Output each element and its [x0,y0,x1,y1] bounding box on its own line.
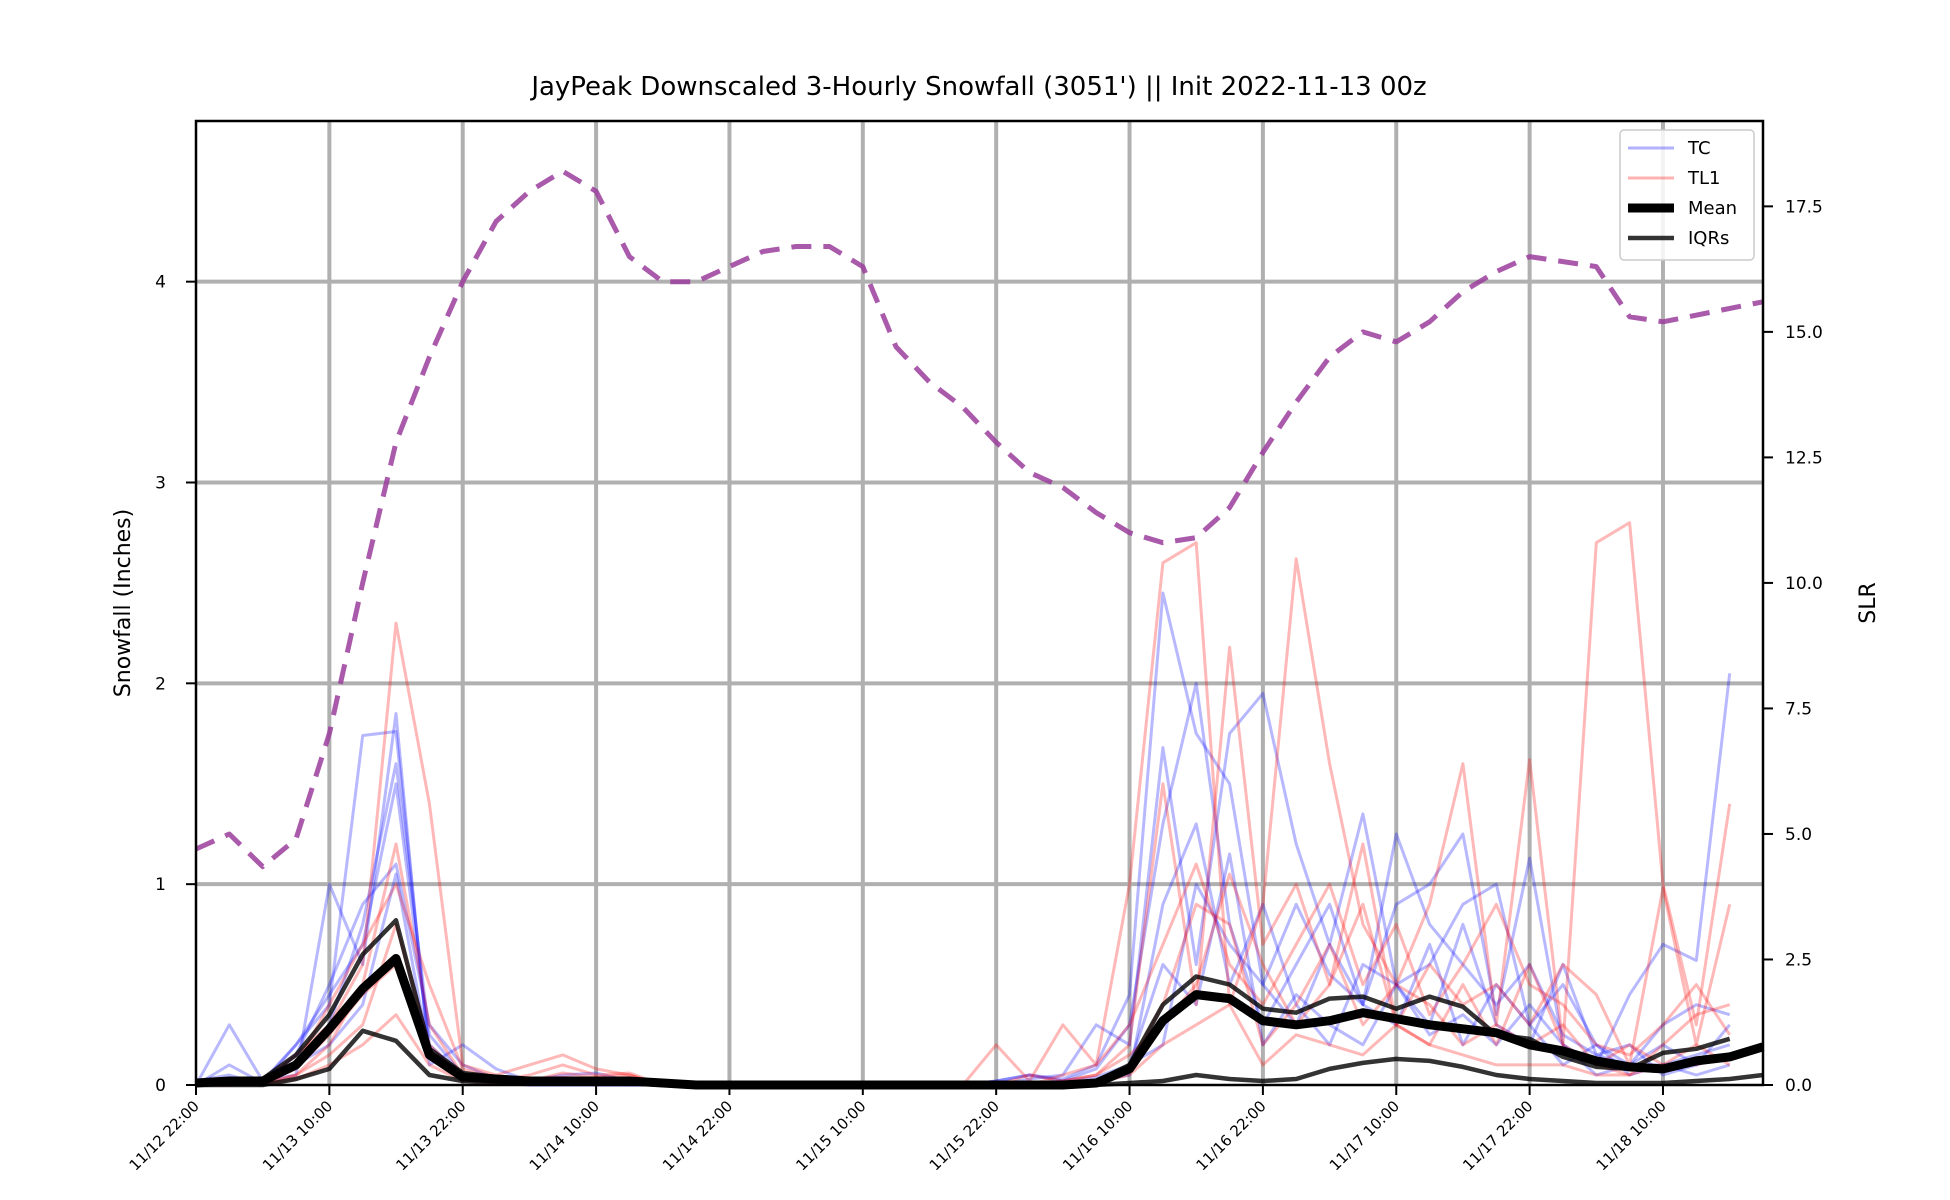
y-axis-label: Snowfall (Inches) [111,509,136,697]
x-tick-label: 11/13 10:00 [259,1097,336,1174]
legend-label-tc: TC [1687,138,1711,159]
grid [196,121,1763,1085]
x-tick-label: 11/17 22:00 [1459,1097,1536,1174]
y-tick-label: 0 [155,1076,166,1096]
y-tick-label: 3 [155,474,166,494]
y2-tick-label: 17.5 [1785,197,1823,217]
x-tick-label: 11/12 22:00 [126,1097,203,1174]
chart-title: JayPeak Downscaled 3-Hourly Snowfall (30… [529,72,1426,102]
x-tick-label: 11/18 10:00 [1593,1097,1670,1174]
y2-axis-label: SLR [1856,582,1881,624]
x-tick-label: 11/17 10:00 [1326,1097,1403,1174]
slr-line [194,168,1764,870]
legend-label-tl1: TL1 [1687,168,1720,189]
ensemble-members [194,521,1732,1087]
y2-tick-label: 0.0 [1785,1076,1812,1096]
x-tick-label: 11/16 10:00 [1059,1097,1136,1174]
y2-tick-label: 12.5 [1785,448,1823,468]
x-tick-label: 11/14 22:00 [659,1097,736,1174]
x-tick-label: 11/16 22:00 [1192,1097,1269,1174]
y-axis-right: 0.0 2.5 5.0 7.5 10.0 12.5 15.0 17.5 [1763,197,1823,1096]
legend-label-mean: Mean [1688,198,1737,219]
y2-tick-label: 5.0 [1785,825,1812,845]
y2-tick-label: 7.5 [1785,699,1812,719]
y2-tick-label: 15.0 [1785,323,1823,343]
plot-frame [194,119,1765,1087]
x-tick-label: 11/15 10:00 [792,1097,869,1174]
y-tick-label: 4 [155,273,166,293]
legend: TC TL1 Mean IQRs [1619,129,1755,261]
x-tick-label: 11/15 22:00 [926,1097,1003,1174]
legend-box [1619,129,1755,261]
y2-tick-label: 10.0 [1785,574,1823,594]
y2-tick-label: 2.5 [1785,950,1812,970]
legend-label-iqrs: IQRs [1688,228,1729,249]
x-tick-label: 11/14 10:00 [526,1097,603,1174]
y-axis-left: 0 1 2 3 4 [155,273,196,1096]
slr-line-path [194,168,1764,870]
x-axis: 11/12 22:00 11/13 10:00 11/13 22:00 11/14 1… [126,1085,1670,1174]
y-tick-label: 2 [155,674,166,694]
x-tick-label: 11/13 22:00 [392,1097,469,1174]
y-tick-label: 1 [155,875,166,895]
